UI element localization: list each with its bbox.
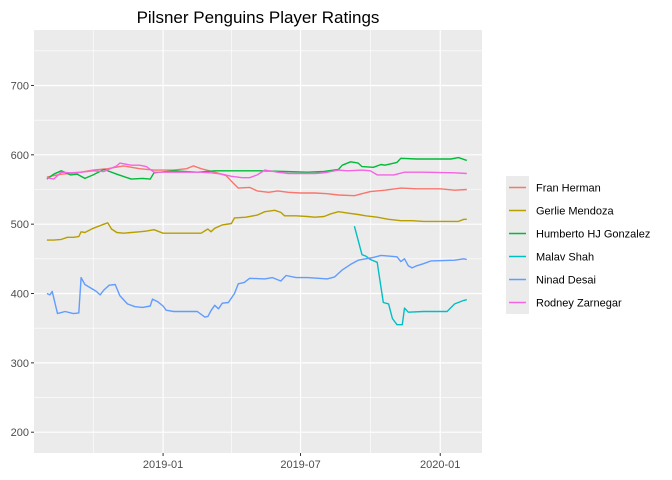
x-axis: 2019-01 2019-07 2020-01 — [143, 453, 460, 471]
y-tick-label: 500 — [11, 219, 29, 231]
legend: Fran Herman Gerlie Mendoza Humberto HJ Gon… — [506, 176, 650, 314]
y-tick-label: 200 — [11, 427, 29, 439]
y-tick-label: 300 — [11, 358, 29, 370]
y-axis: 200 300 400 500 600 700 — [11, 80, 34, 439]
x-tick-label: 2019-07 — [280, 459, 320, 471]
series-line-humberto-hj-gonzalez — [46, 156, 468, 180]
x-tick-label: 2019-01 — [143, 459, 183, 471]
major-gridlines — [34, 30, 482, 453]
minor-gridlines — [34, 30, 482, 453]
chart-title: Pilsner Penguins Player Ratings — [137, 8, 380, 27]
legend-label: Rodney Zarnegar — [536, 298, 622, 310]
series-lines — [46, 156, 468, 326]
series-line-ninad-desai — [46, 254, 467, 318]
legend-label: Gerlie Mendoza — [536, 206, 615, 218]
series-line-gerlie-mendoza — [46, 209, 467, 241]
y-tick-label: 400 — [11, 289, 29, 301]
legend-label: Humberto HJ Gonzalez — [536, 229, 650, 241]
legend-label: Fran Herman — [536, 183, 601, 195]
x-tick-label: 2020-01 — [420, 459, 460, 471]
series-line-rodney-zarnegar — [46, 162, 467, 180]
legend-label: Malav Shah — [536, 252, 594, 264]
y-tick-label: 700 — [11, 80, 29, 92]
y-tick-label: 600 — [11, 150, 29, 162]
series-line-fran-herman — [46, 165, 467, 197]
legend-label: Ninad Desai — [536, 275, 596, 287]
plot-panel — [34, 30, 482, 453]
